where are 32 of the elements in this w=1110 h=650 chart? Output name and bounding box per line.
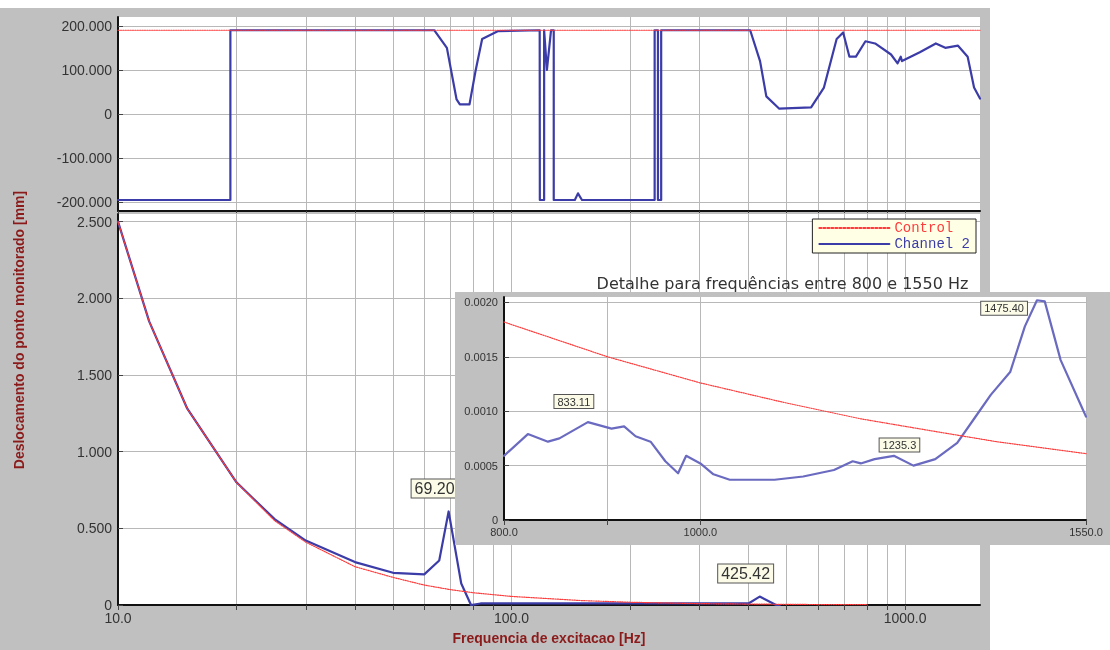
x-tick-label: 1000.0 <box>683 525 718 538</box>
y-tick-label: 0 <box>104 597 113 613</box>
x-tick-label: 1550.0 <box>1069 525 1103 538</box>
y-tick-label: -100.000 <box>56 150 113 167</box>
x-tick-label: 800.0 <box>490 525 518 538</box>
y-axis-title: Deslocamento do ponto monitorado [mm] <box>11 190 28 470</box>
x-axis-title: Frequencia de excitacao [Hz] <box>452 630 646 646</box>
annotation: 69.20 <box>414 479 455 497</box>
annotation: 425.42 <box>721 565 771 583</box>
y-tick-label: 2.500 <box>76 213 113 230</box>
legend-label: Channel 2 <box>894 236 971 252</box>
y-tick-label: 2.000 <box>76 290 113 307</box>
y-tick-label: 100.000 <box>61 61 113 78</box>
y-tick-label: -200.000 <box>56 194 113 211</box>
chart-title: Detalhe para frequências entre 800 e 1550 Hz <box>596 273 969 293</box>
y-tick-label: 0.0020 <box>464 296 498 309</box>
y-tick-label: 1.500 <box>76 367 113 383</box>
y-tick-label: 1.000 <box>76 443 113 460</box>
y-tick-label: 200.000 <box>61 17 113 34</box>
y-tick-label: 0 <box>491 514 498 526</box>
y-tick-label: 0.0015 <box>464 350 498 363</box>
y-tick-label: 0.0010 <box>464 405 498 418</box>
annotation: 1235.3 <box>882 439 917 452</box>
x-tick-label: 1000.0 <box>883 610 927 626</box>
legend-label: Control <box>894 220 954 236</box>
annotation: 833.11 <box>557 395 591 408</box>
y-tick-label: 0.500 <box>76 520 113 537</box>
y-tick-label: 0 <box>104 106 113 122</box>
annotation: 1475.40 <box>984 302 1024 315</box>
y-tick-label: 0.0005 <box>464 459 498 472</box>
x-tick-label: 100.0 <box>494 610 530 626</box>
x-tick-label: 10.0 <box>104 610 132 626</box>
